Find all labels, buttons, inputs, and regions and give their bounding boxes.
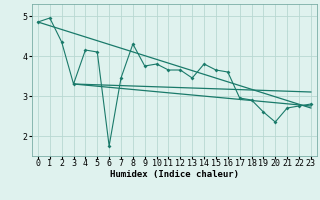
X-axis label: Humidex (Indice chaleur): Humidex (Indice chaleur) bbox=[110, 170, 239, 179]
